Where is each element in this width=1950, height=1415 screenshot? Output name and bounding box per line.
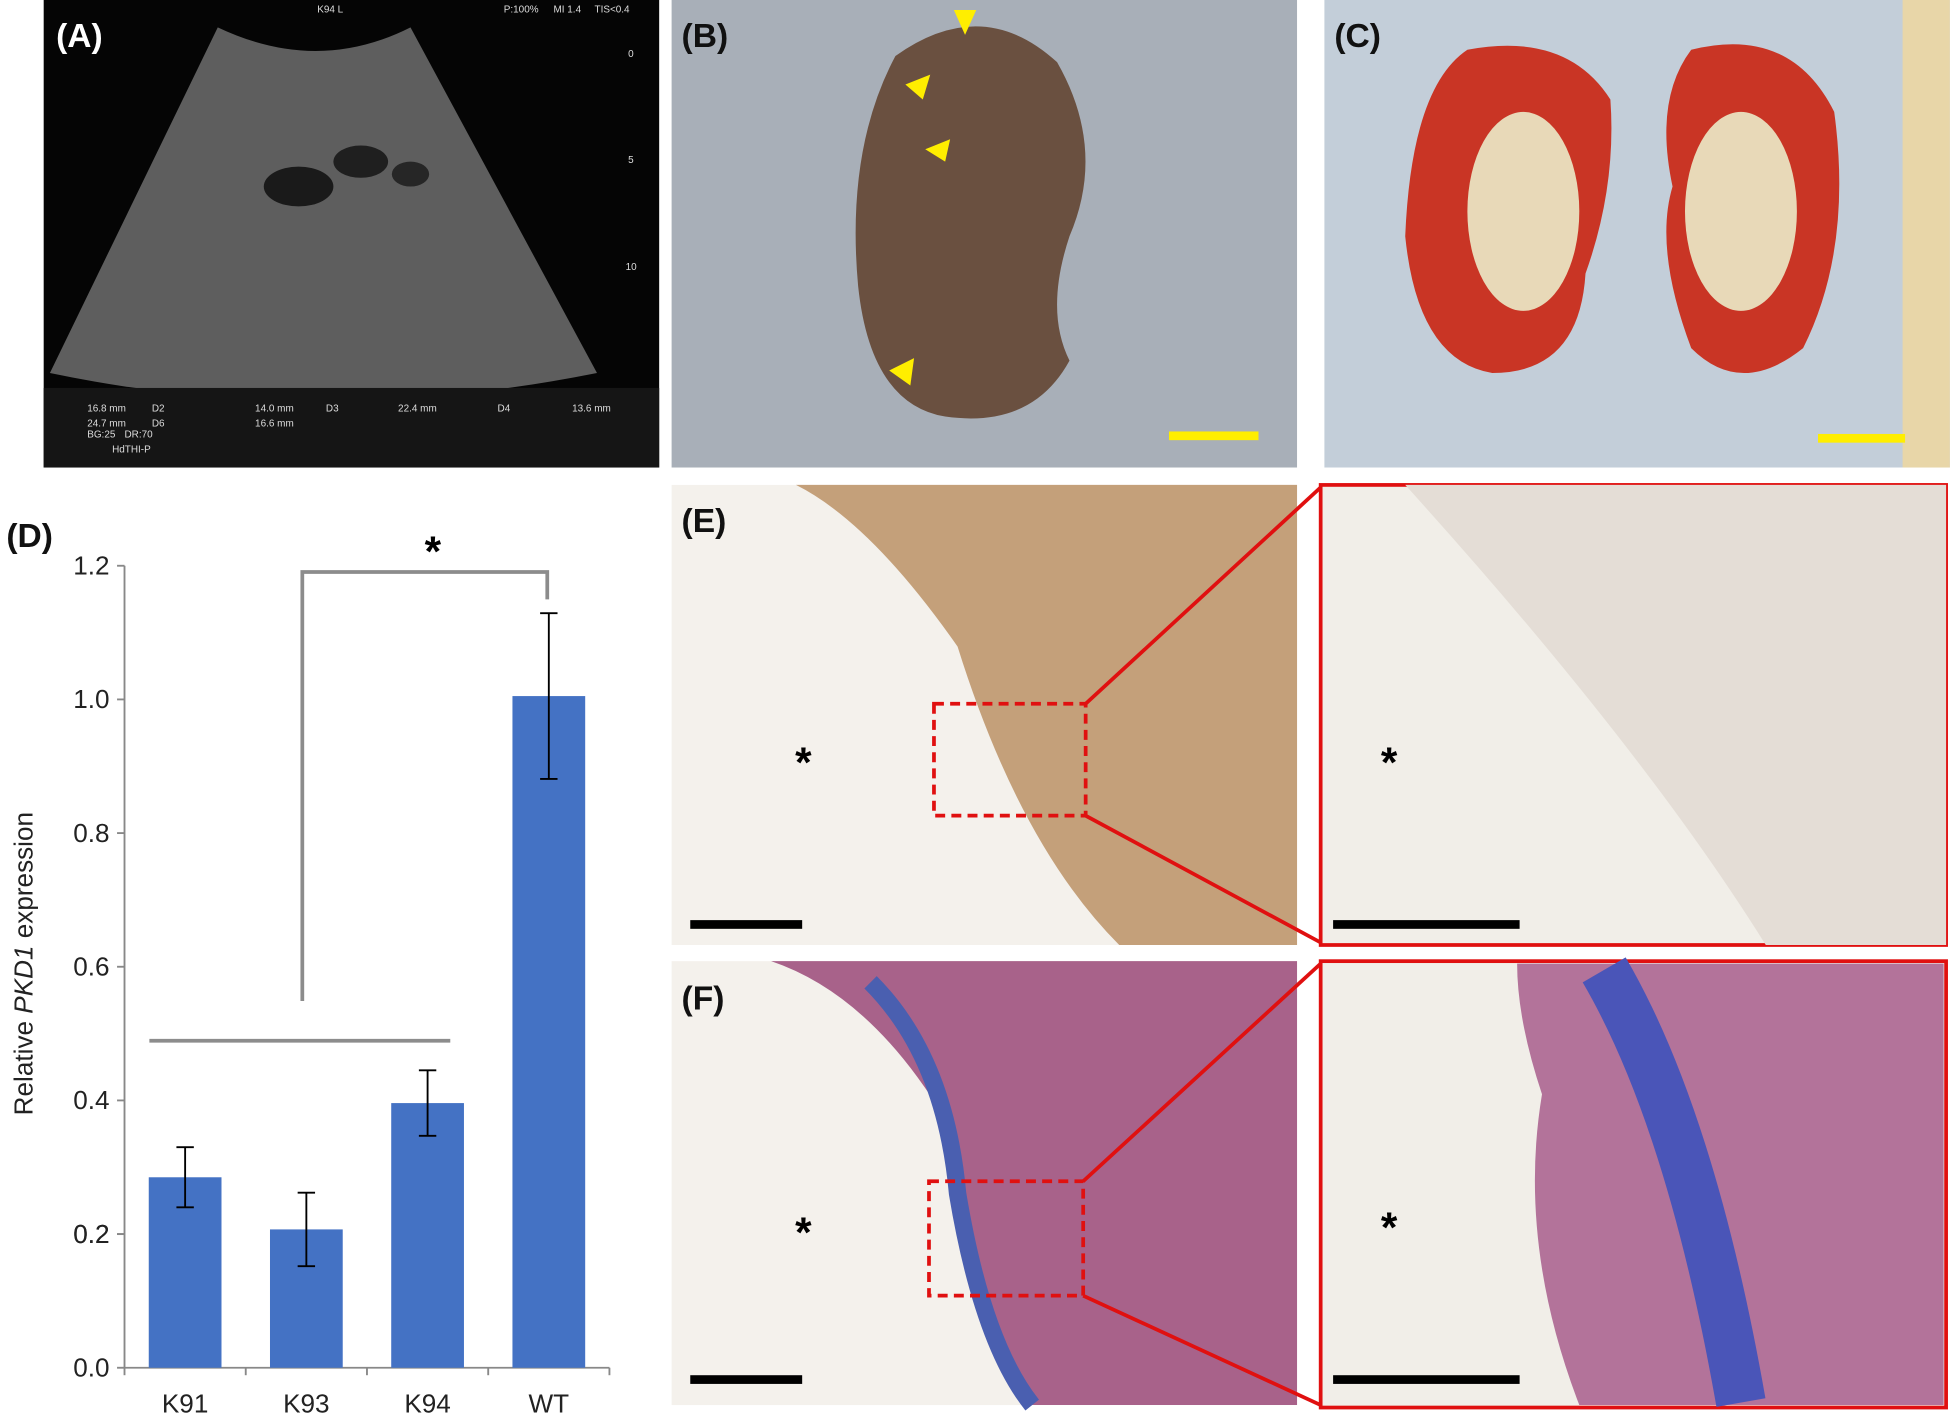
y-tick-label: 0.8 — [73, 818, 109, 848]
significance-label: * — [425, 528, 442, 575]
y-tick-label: 0.6 — [73, 951, 109, 981]
tissue — [795, 484, 1298, 945]
bar — [391, 1103, 464, 1368]
y-tick-label: 0.2 — [73, 1219, 109, 1249]
panel-a: (A) K94 L P:100% MI 1.4 TIS<0.4 0 5 10 1… — [43, 0, 660, 468]
bar — [148, 1177, 222, 1368]
us-gain: BG:25 — [87, 430, 116, 441]
panel-b: (B) — [671, 0, 1298, 468]
y-axis-label: Relative PKD1 expression — [8, 812, 38, 1115]
x-tick-label: K94 — [404, 1389, 450, 1415]
y-tick-label: 0.2 — [73, 1219, 109, 1249]
panel-d: (D) Relative PKD1 expression * 0.0 0.2 0.4… — [6, 518, 611, 1415]
panel-label: (B) — [682, 18, 729, 55]
panel-f: * * (F) — [671, 957, 1948, 1411]
us-measure: 14.0 mm — [255, 404, 294, 415]
us-measure: D3 — [326, 404, 339, 415]
us-header: K94 L — [317, 4, 343, 15]
x-tick-label: WT — [529, 1389, 570, 1415]
us-mode: HdTHI-P — [112, 445, 151, 456]
x-tick-label: K91 — [162, 1389, 208, 1415]
panel-label: (E) — [682, 503, 727, 540]
us-depth: 10 — [626, 262, 638, 273]
us-mi: MI 1.4 — [553, 4, 581, 15]
significance-bracket — [149, 570, 550, 1043]
cyst-marker: * — [1381, 739, 1398, 786]
panel-label: (A) — [56, 18, 103, 55]
y-tick-label: 0.0 — [73, 1352, 109, 1382]
us-measure: D6 — [152, 418, 165, 429]
us-measure: 24.7 mm — [87, 418, 126, 429]
cyst-marker: * — [795, 1209, 812, 1256]
y-tick-label: 1.0 — [73, 684, 109, 714]
panel-label: (F) — [682, 981, 725, 1018]
cyst-marker: * — [795, 739, 812, 786]
us-measure: 16.8 mm — [87, 404, 126, 415]
us-power: P:100% — [504, 4, 539, 15]
us-measure: D2 — [152, 404, 165, 415]
y-label-gene: PKD1 — [8, 946, 38, 1014]
y-tick-label: 0.4 — [73, 1085, 109, 1115]
us-measure: 13.6 mm — [572, 404, 611, 415]
panel-e: * * (E) — [671, 483, 1948, 947]
bar — [512, 696, 586, 1368]
y-label-part: expression — [8, 812, 38, 938]
cyst-marker: * — [1381, 1204, 1398, 1251]
us-measure: 16.6 mm — [255, 418, 294, 429]
y-label-part: Relative — [8, 1021, 38, 1115]
y-tick-label: 1.2 — [73, 550, 109, 580]
us-depth: 0 — [628, 49, 634, 60]
panel-label: (C) — [1334, 18, 1381, 55]
us-range: DR:70 — [125, 430, 154, 441]
us-measure: 22.4 mm — [398, 404, 437, 415]
panel-c: (C) — [1324, 0, 1950, 468]
us-tis: TIS<0.4 — [595, 4, 631, 15]
kidney-photo — [855, 26, 1086, 419]
ultrasound-fan — [49, 27, 598, 401]
us-measure: D4 — [498, 404, 511, 415]
panel-label: (D) — [6, 518, 53, 555]
x-tick-label: K93 — [283, 1389, 329, 1415]
us-depth: 5 — [628, 155, 634, 166]
